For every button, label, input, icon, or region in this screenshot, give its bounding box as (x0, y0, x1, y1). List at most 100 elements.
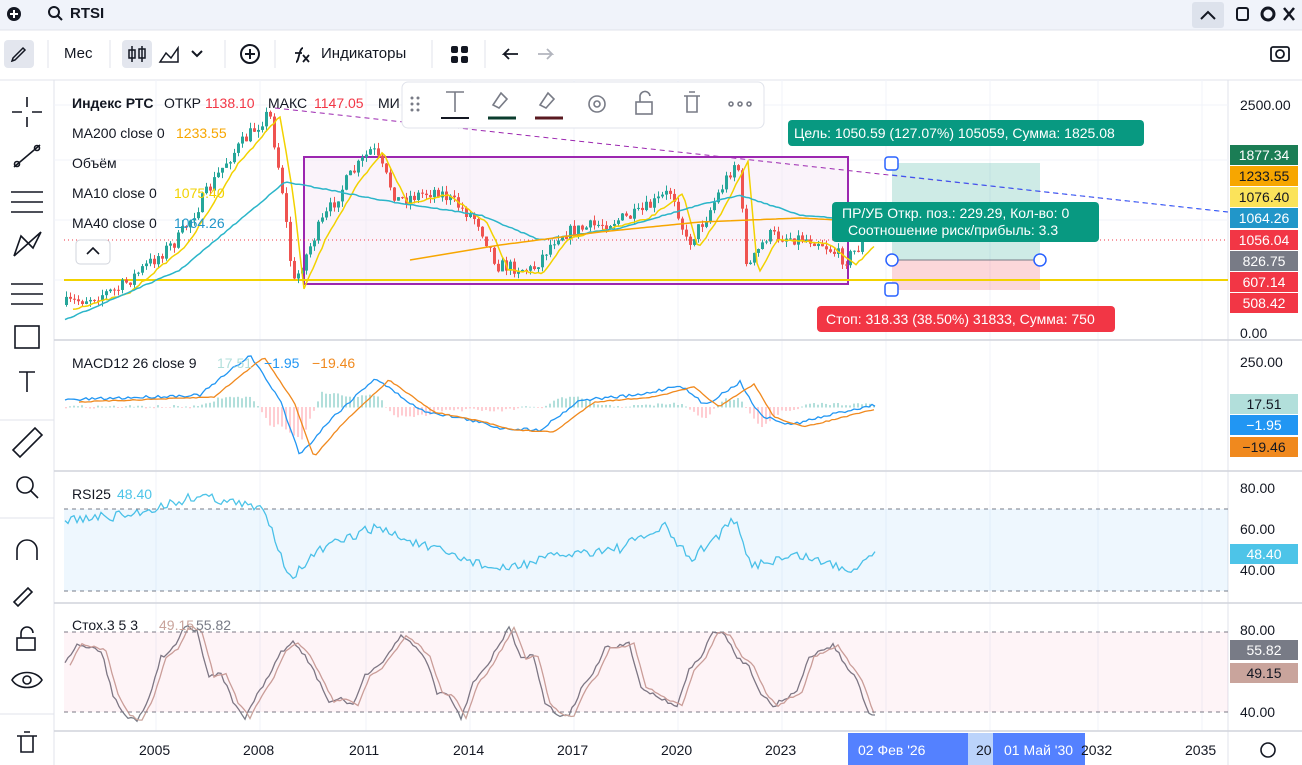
candle (269, 111, 272, 117)
rectangle-drawing[interactable] (303, 156, 849, 285)
ma40-line (64, 181, 876, 321)
candle (665, 190, 668, 195)
candle (177, 232, 180, 248)
macd-hist (329, 393, 331, 408)
macd-hist (705, 407, 707, 418)
templates-button[interactable] (451, 46, 468, 63)
compare-button[interactable] (240, 44, 260, 64)
screenshot-button[interactable] (1270, 46, 1290, 62)
price-badge: 826.75 (1230, 251, 1298, 271)
undo-button[interactable] (501, 48, 518, 60)
floating-tools[interactable] (446, 90, 752, 115)
stoch-badge: 49.15 (1230, 663, 1298, 683)
candle (561, 236, 564, 241)
macd-hist (545, 405, 547, 408)
macd-hist (133, 406, 135, 408)
axis-settings[interactable] (1260, 742, 1276, 758)
macd-hist (465, 407, 467, 410)
macd-hist (109, 406, 111, 408)
settings-icon[interactable] (1260, 6, 1276, 22)
macd-hist (613, 406, 615, 408)
window-icon[interactable] (1236, 7, 1249, 21)
open-value: 1138.10 (205, 95, 255, 111)
candle (349, 170, 352, 176)
candle (533, 266, 536, 270)
stoch-band (64, 632, 1228, 712)
candle (241, 136, 244, 144)
candle (701, 224, 704, 227)
macd-hist (221, 398, 223, 408)
price-badge: 1076.40 (1230, 187, 1298, 207)
area-type-button[interactable] (158, 45, 179, 63)
macd-badge: 17.51 (1230, 394, 1298, 414)
close-icon[interactable] (1283, 7, 1295, 21)
range-end-label: 01 Май '30 (1004, 742, 1074, 758)
candle (413, 195, 416, 200)
draw-button[interactable] (4, 40, 34, 68)
position-handles[interactable] (884, 156, 1047, 297)
rsi-badge: 48.40 (1230, 544, 1298, 564)
candle (829, 249, 832, 252)
macd-hist (593, 403, 595, 408)
collapse-button[interactable] (1192, 2, 1224, 28)
candle (745, 208, 748, 265)
candle (541, 254, 544, 268)
macd-hist (213, 401, 215, 408)
macd-hist (257, 406, 259, 408)
candle (593, 220, 596, 226)
macd-hist (237, 396, 239, 408)
rsi-line (64, 492, 876, 580)
interval[interactable]: Мес (64, 45, 93, 62)
candle (417, 192, 420, 200)
collapse-legend[interactable] (75, 239, 111, 265)
search-text[interactable]: RTSI (70, 5, 105, 22)
candle (637, 207, 640, 209)
macd-hist (685, 406, 687, 408)
candle (749, 262, 752, 265)
candle (337, 201, 340, 208)
candle (77, 299, 80, 302)
candle (813, 243, 816, 247)
candle (537, 267, 540, 270)
drawing-tools[interactable] (11, 97, 44, 753)
indicators-button[interactable]: Индикаторы (321, 45, 407, 62)
macd-hist (441, 407, 443, 412)
candle (761, 242, 764, 250)
time-tick: 2035 (1185, 742, 1217, 758)
candle (185, 226, 188, 228)
candle (341, 189, 344, 202)
macd-hist (169, 407, 171, 408)
macd-hist (597, 404, 599, 408)
macd-hist (689, 407, 691, 410)
redo-button[interactable] (538, 48, 555, 60)
candle (789, 238, 792, 240)
ma10: MA10 close 0 (72, 185, 157, 201)
macd-hist (749, 407, 751, 414)
drag-handle[interactable] (410, 96, 420, 112)
stoch-badge: 55.82 (1230, 640, 1298, 660)
candle (153, 258, 156, 265)
macd-hist (293, 407, 295, 436)
candle (589, 220, 592, 228)
macd-hist (817, 404, 819, 408)
macd-hist (469, 407, 471, 409)
macd-hist (277, 407, 279, 425)
trend-line[interactable] (274, 107, 1229, 213)
macd-hist (289, 407, 291, 433)
macd-hist (693, 407, 695, 412)
stoch-name: Стох.3 5 3 (72, 617, 139, 633)
candle (717, 192, 720, 203)
macd-hist (677, 405, 679, 408)
candle-type-button[interactable] (122, 40, 152, 68)
candle (297, 273, 300, 279)
candle (125, 279, 128, 283)
dropdown[interactable] (191, 50, 203, 58)
loss-zone[interactable] (892, 260, 1040, 290)
macd-hist (569, 396, 571, 408)
macd-hist (205, 403, 207, 408)
candle (817, 244, 820, 247)
macd-hist (761, 407, 763, 428)
candle (105, 291, 108, 296)
stoch-tick: 40.00 (1240, 704, 1276, 720)
candle (209, 186, 212, 191)
